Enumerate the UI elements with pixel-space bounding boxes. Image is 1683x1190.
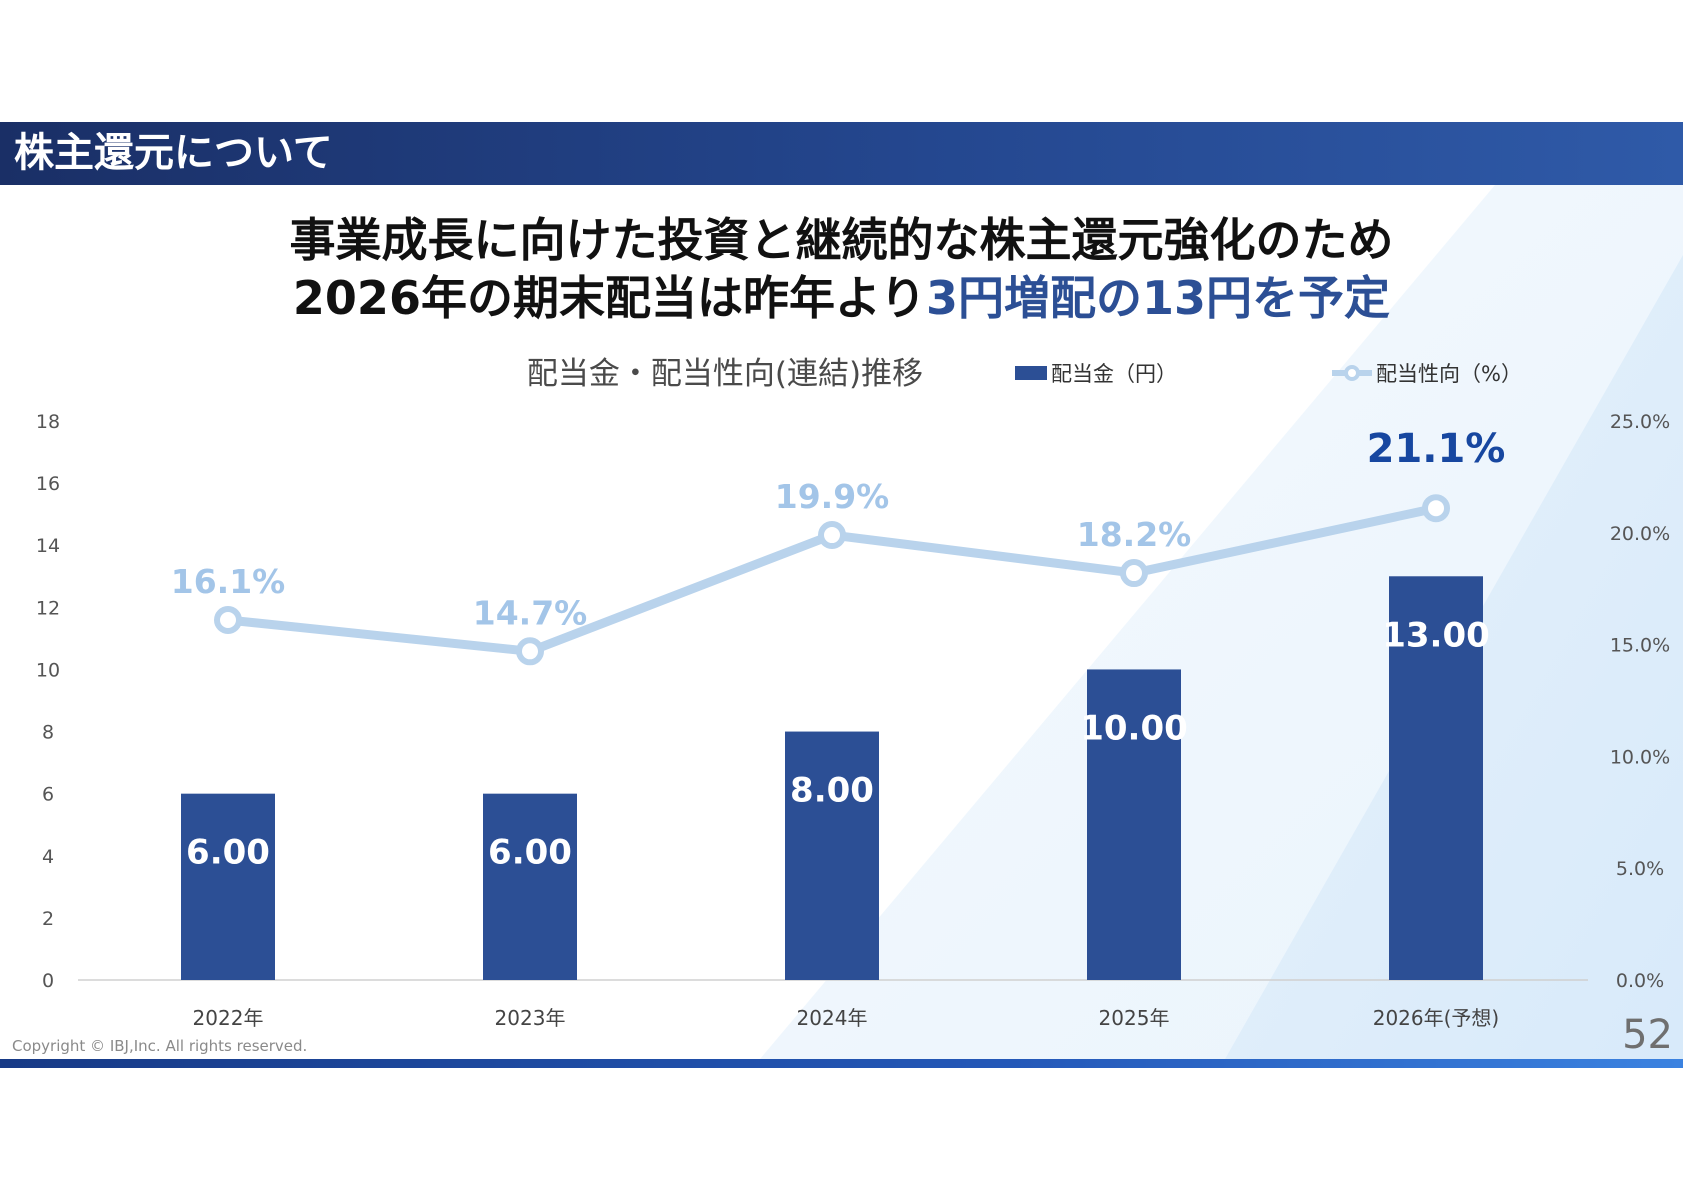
bar-value-label: 13.00 (1382, 615, 1490, 655)
y-left-tick-label: 0 (42, 970, 54, 992)
payout-ratio-point (1422, 494, 1450, 523)
bar-value-label: 6.00 (488, 833, 572, 873)
legend-label-dividend: 配当金（円） (1051, 362, 1177, 386)
payout-ratio-label: 14.7% (473, 593, 588, 632)
page-number: 52 (1622, 1012, 1673, 1058)
footer-bar (0, 1059, 1683, 1068)
chart-title: 配当金・配当性向(連結)推移 (526, 356, 924, 392)
y-left-tick-label: 8 (42, 722, 54, 744)
header-title: 株主還元について (14, 130, 333, 176)
legend-item-dividend: 配当金（円） (1015, 358, 1177, 388)
x-tick-label: 2026年(予想) (1373, 1006, 1500, 1030)
y-left-tick-label: 2 (42, 908, 54, 930)
headline-line-2-prefix: 2026年の期末配当は昨年より (292, 271, 927, 325)
legend-label-payout-ratio: 配当性向（%） (1376, 362, 1522, 386)
headline-line-1: 事業成長に向けた投資と継続的な株主還元強化のため (289, 213, 1394, 267)
payout-ratio-point (818, 521, 846, 550)
y-right-tick-label: 0.0% (1616, 970, 1664, 992)
x-tick-label: 2022年 (193, 1006, 264, 1030)
y-left-tick-label: 18 (36, 411, 60, 433)
payout-ratio-label: 16.1% (171, 562, 286, 601)
bar-value-label: 10.00 (1080, 708, 1188, 748)
bar-dividend (181, 793, 275, 980)
y-left-tick-label: 4 (42, 846, 54, 868)
bar-dividend (483, 793, 577, 980)
payout-ratio-point (214, 606, 242, 635)
y-right-tick-label: 5.0% (1616, 858, 1664, 880)
bar-value-label: 8.00 (790, 771, 874, 811)
y-right-tick-label: 20.0% (1610, 523, 1670, 545)
headline-line-2: 2026年の期末配当は昨年より3円増配の13円を予定 (0, 270, 1683, 326)
legend-line-swatch (1332, 365, 1372, 381)
bar-dividend (1389, 576, 1483, 980)
payout-ratio-point (516, 637, 544, 666)
payout-ratio-label: 18.2% (1077, 515, 1192, 554)
y-right-tick-label: 15.0% (1610, 635, 1670, 657)
x-tick-label: 2023年 (495, 1006, 566, 1030)
payout-ratio-label: 21.1% (1367, 426, 1506, 472)
y-right-tick-label: 25.0% (1610, 411, 1670, 433)
bar-value-label: 6.00 (186, 833, 270, 873)
y-left-tick-label: 16 (36, 473, 60, 495)
y-left-tick-label: 12 (36, 597, 60, 619)
headline-line-2-highlight: 3円増配の13円を予定 (926, 271, 1391, 325)
y-left-tick-label: 6 (42, 784, 54, 806)
y-left-tick-label: 10 (36, 659, 60, 681)
copyright-text: Copyright © IBJ,Inc. All rights reserved… (12, 1037, 308, 1055)
x-tick-label: 2025年 (1099, 1006, 1170, 1030)
x-tick-label: 2024年 (797, 1006, 868, 1030)
bar-dividend (785, 731, 879, 980)
header-bar (0, 122, 1683, 185)
y-right-tick-label: 10.0% (1610, 746, 1670, 768)
bar-dividend (1087, 669, 1181, 980)
legend-item-payout-ratio: 配当性向（%） (1332, 358, 1522, 388)
legend-bar-swatch (1015, 366, 1047, 380)
payout-ratio-label: 19.9% (775, 477, 890, 516)
y-left-tick-label: 14 (36, 535, 60, 557)
payout-ratio-point (1120, 559, 1148, 588)
